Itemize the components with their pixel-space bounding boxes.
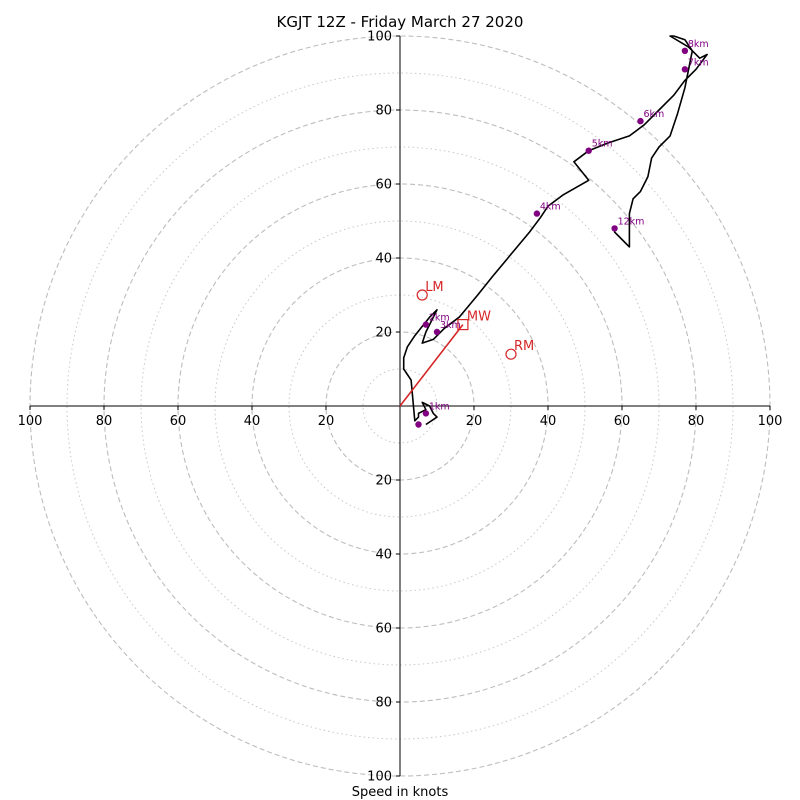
y-tick-label: 100	[367, 770, 392, 785]
y-tick-label: 20	[375, 326, 392, 341]
height-point	[637, 117, 644, 125]
height-label: 2km	[429, 313, 450, 324]
x-tick-label: 80	[96, 414, 113, 429]
height-point	[533, 210, 541, 217]
height-point	[422, 410, 430, 417]
height-label: 6km	[644, 109, 665, 120]
height-label: 8km	[688, 39, 709, 50]
left-mover-label: LM	[425, 280, 443, 295]
chart-title: KGJT 12Z - Friday March 27 2020	[277, 13, 524, 31]
mean-wind-vector	[399, 324, 464, 407]
height-label: 4km	[540, 202, 561, 213]
x-tick-label: 100	[18, 414, 43, 429]
x-tick-label: 20	[466, 414, 483, 429]
x-tick-label: 40	[540, 414, 557, 429]
mean-wind-marker	[457, 319, 469, 331]
x-tick-label: 60	[614, 414, 631, 429]
height-point	[415, 421, 422, 428]
height-point	[433, 328, 441, 336]
mean-wind-label: MW	[467, 310, 491, 325]
height-label: 7km	[688, 57, 709, 68]
x-tick-label: 20	[318, 414, 335, 429]
height-point	[681, 47, 689, 54]
x-axis-label: Speed in knots	[352, 785, 449, 800]
x-tick-label: 40	[244, 414, 261, 429]
height-point	[422, 321, 430, 328]
x-tick-label: 60	[170, 414, 187, 429]
x-tick-label: 100	[758, 414, 783, 429]
x-tick-label: 80	[688, 414, 705, 429]
height-label: 1km	[429, 401, 450, 412]
y-tick-label: 40	[375, 252, 392, 267]
height-point	[585, 147, 592, 154]
hodograph-trace	[402, 35, 708, 426]
tick-labels: 100 80 60 40 20 20 40 60 80 100 100 80 60 40 20 20 40 60 8…	[18, 30, 783, 785]
storm-motion: MW LM RM	[399, 280, 534, 407]
height-point	[611, 225, 618, 232]
y-tick-label: 20	[375, 474, 392, 489]
y-tick-label: 60	[375, 178, 392, 193]
height-label: 5km	[592, 139, 613, 150]
right-mover-marker	[505, 348, 517, 360]
hodograph-line	[402, 35, 708, 426]
height-point	[681, 66, 689, 73]
y-tick-label: 100	[367, 30, 392, 45]
right-mover-label: RM	[514, 339, 534, 354]
y-tick-label: 40	[375, 548, 392, 563]
height-label: 3km	[440, 320, 461, 331]
left-mover-marker	[416, 289, 428, 301]
y-tick-label: 80	[375, 696, 392, 711]
y-tick-label: 60	[375, 622, 392, 637]
height-label: 12km	[618, 216, 645, 227]
y-tick-label: 80	[375, 104, 392, 119]
